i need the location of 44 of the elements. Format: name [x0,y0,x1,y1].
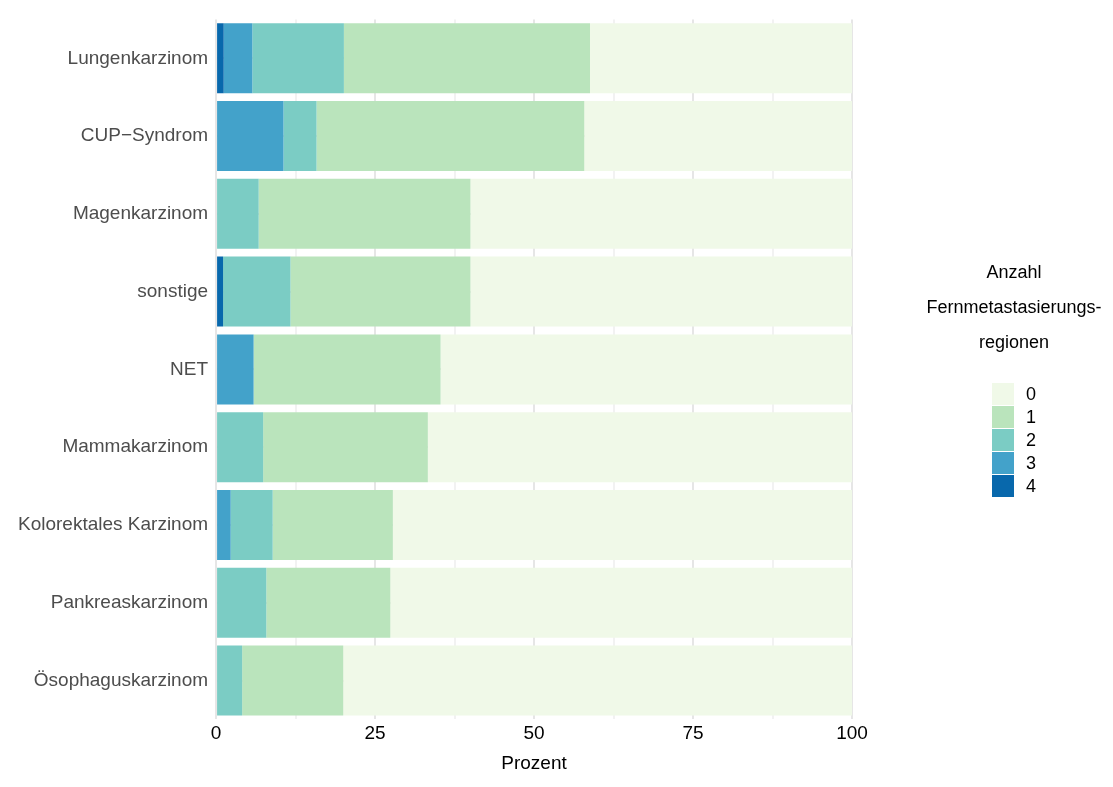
bar [217,23,224,94]
bar [217,256,224,327]
bar [223,23,253,94]
legend-label: 4 [1025,474,1036,497]
x-tick-label: 50 [523,722,545,744]
bar [253,334,441,405]
bar [217,334,254,405]
bar [272,489,393,560]
legend-label: 2 [1025,428,1036,451]
bar [242,645,344,716]
x-tick-label: 75 [682,722,704,744]
x-tick-label: 100 [836,722,868,744]
bar [252,23,344,94]
y-tick-label: Kolorektales Karzinom [17,513,209,535]
bar [217,567,267,638]
y-tick-label: sonstige [137,279,209,301]
bar [258,178,471,249]
bar [266,567,391,638]
y-tick-label: NET [170,357,209,379]
bar [316,101,585,172]
bar [263,412,428,483]
bar [217,645,243,716]
bar [223,256,291,327]
x-tick-label: 25 [364,722,386,744]
y-tick-label: Lungenkarzinom [67,46,209,68]
y-tick-label: Mammakarzinom [62,435,209,457]
x-axis-title: Prozent [501,751,568,773]
bar [343,23,590,94]
legend-label: 1 [1025,405,1036,428]
x-tick-label: 0 [210,722,222,744]
bar [217,101,284,172]
legend-title: Anzahl Fernmetastasierungs-regionen [925,261,1103,354]
y-tick-label: CUP−Syndrom [80,124,209,146]
y-tick-label: Magenkarzinom [72,202,209,224]
bar [217,178,259,249]
bar [217,489,231,560]
bar [230,489,273,560]
bar [217,412,264,483]
bar [290,256,471,327]
y-tick-label: Ösophaguskarzinom [33,668,209,690]
bar [283,101,317,172]
legend-label: 0 [1025,382,1036,405]
legend-label: 3 [1025,451,1036,474]
y-tick-label: Pankreaskarzinom [50,590,209,612]
